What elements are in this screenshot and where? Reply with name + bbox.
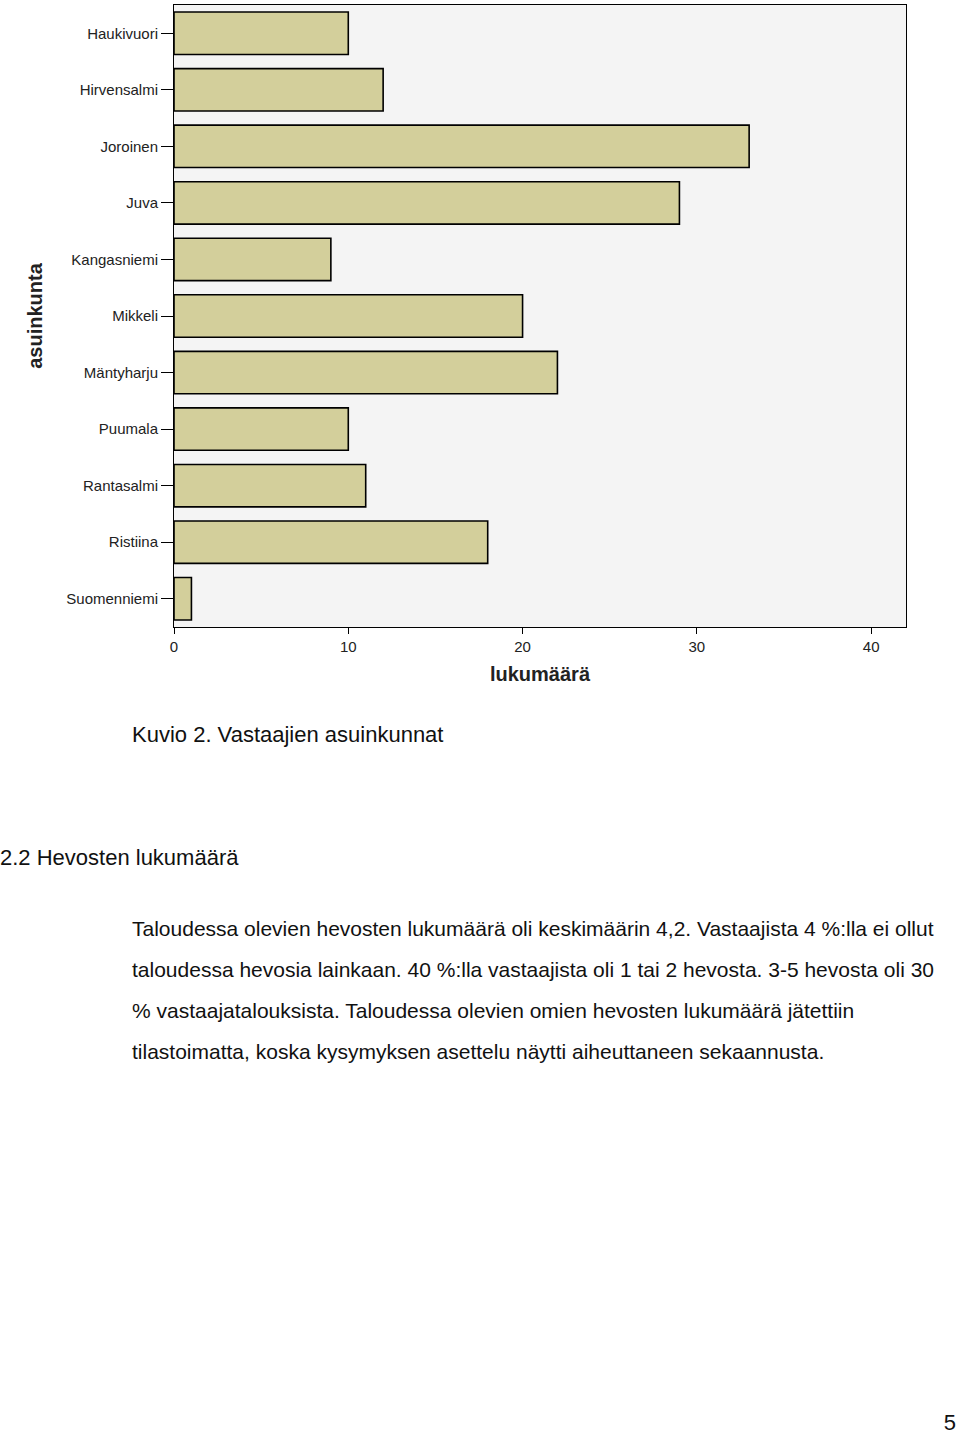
svg-text:Joroinen: Joroinen <box>100 138 158 155</box>
svg-text:Mikkeli: Mikkeli <box>112 307 158 324</box>
svg-text:40: 40 <box>863 638 880 655</box>
svg-text:Rantasalmi: Rantasalmi <box>83 477 158 494</box>
html-text:2.2 Hevosten lukumäärä: 2.2 Hevosten lukumäärä <box>0 845 239 870</box>
html-text:5: 5 <box>943 1410 956 1435</box>
svg-text:Ristiina: Ristiina <box>109 533 159 550</box>
svg-text:lukumäärä: lukumäärä <box>490 663 591 685</box>
svg-text:0: 0 <box>170 638 178 655</box>
svg-text:asuinkunta: asuinkunta <box>24 262 46 368</box>
svg-text:30: 30 <box>689 638 706 655</box>
html-text:Taloudessa olevien hevosten lu: Taloudessa olevien hevosten lukumäärä ol… <box>132 917 934 1063</box>
svg-text:Haukivuori: Haukivuori <box>87 25 158 42</box>
html-text:Kuvio 2. Vastaajien asuinkunna: Kuvio 2. Vastaajien asuinkunnat <box>132 722 444 747</box>
svg-text:Kangasniemi: Kangasniemi <box>71 251 158 268</box>
svg-text:Puumala: Puumala <box>99 420 159 437</box>
svg-text:Suomenniemi: Suomenniemi <box>66 590 158 607</box>
svg-text:10: 10 <box>340 638 357 655</box>
svg-text:Hirvensalmi: Hirvensalmi <box>80 81 158 98</box>
svg-text:Juva: Juva <box>126 194 158 211</box>
svg-text:20: 20 <box>514 638 531 655</box>
svg-text:Mäntyharju: Mäntyharju <box>84 364 158 381</box>
